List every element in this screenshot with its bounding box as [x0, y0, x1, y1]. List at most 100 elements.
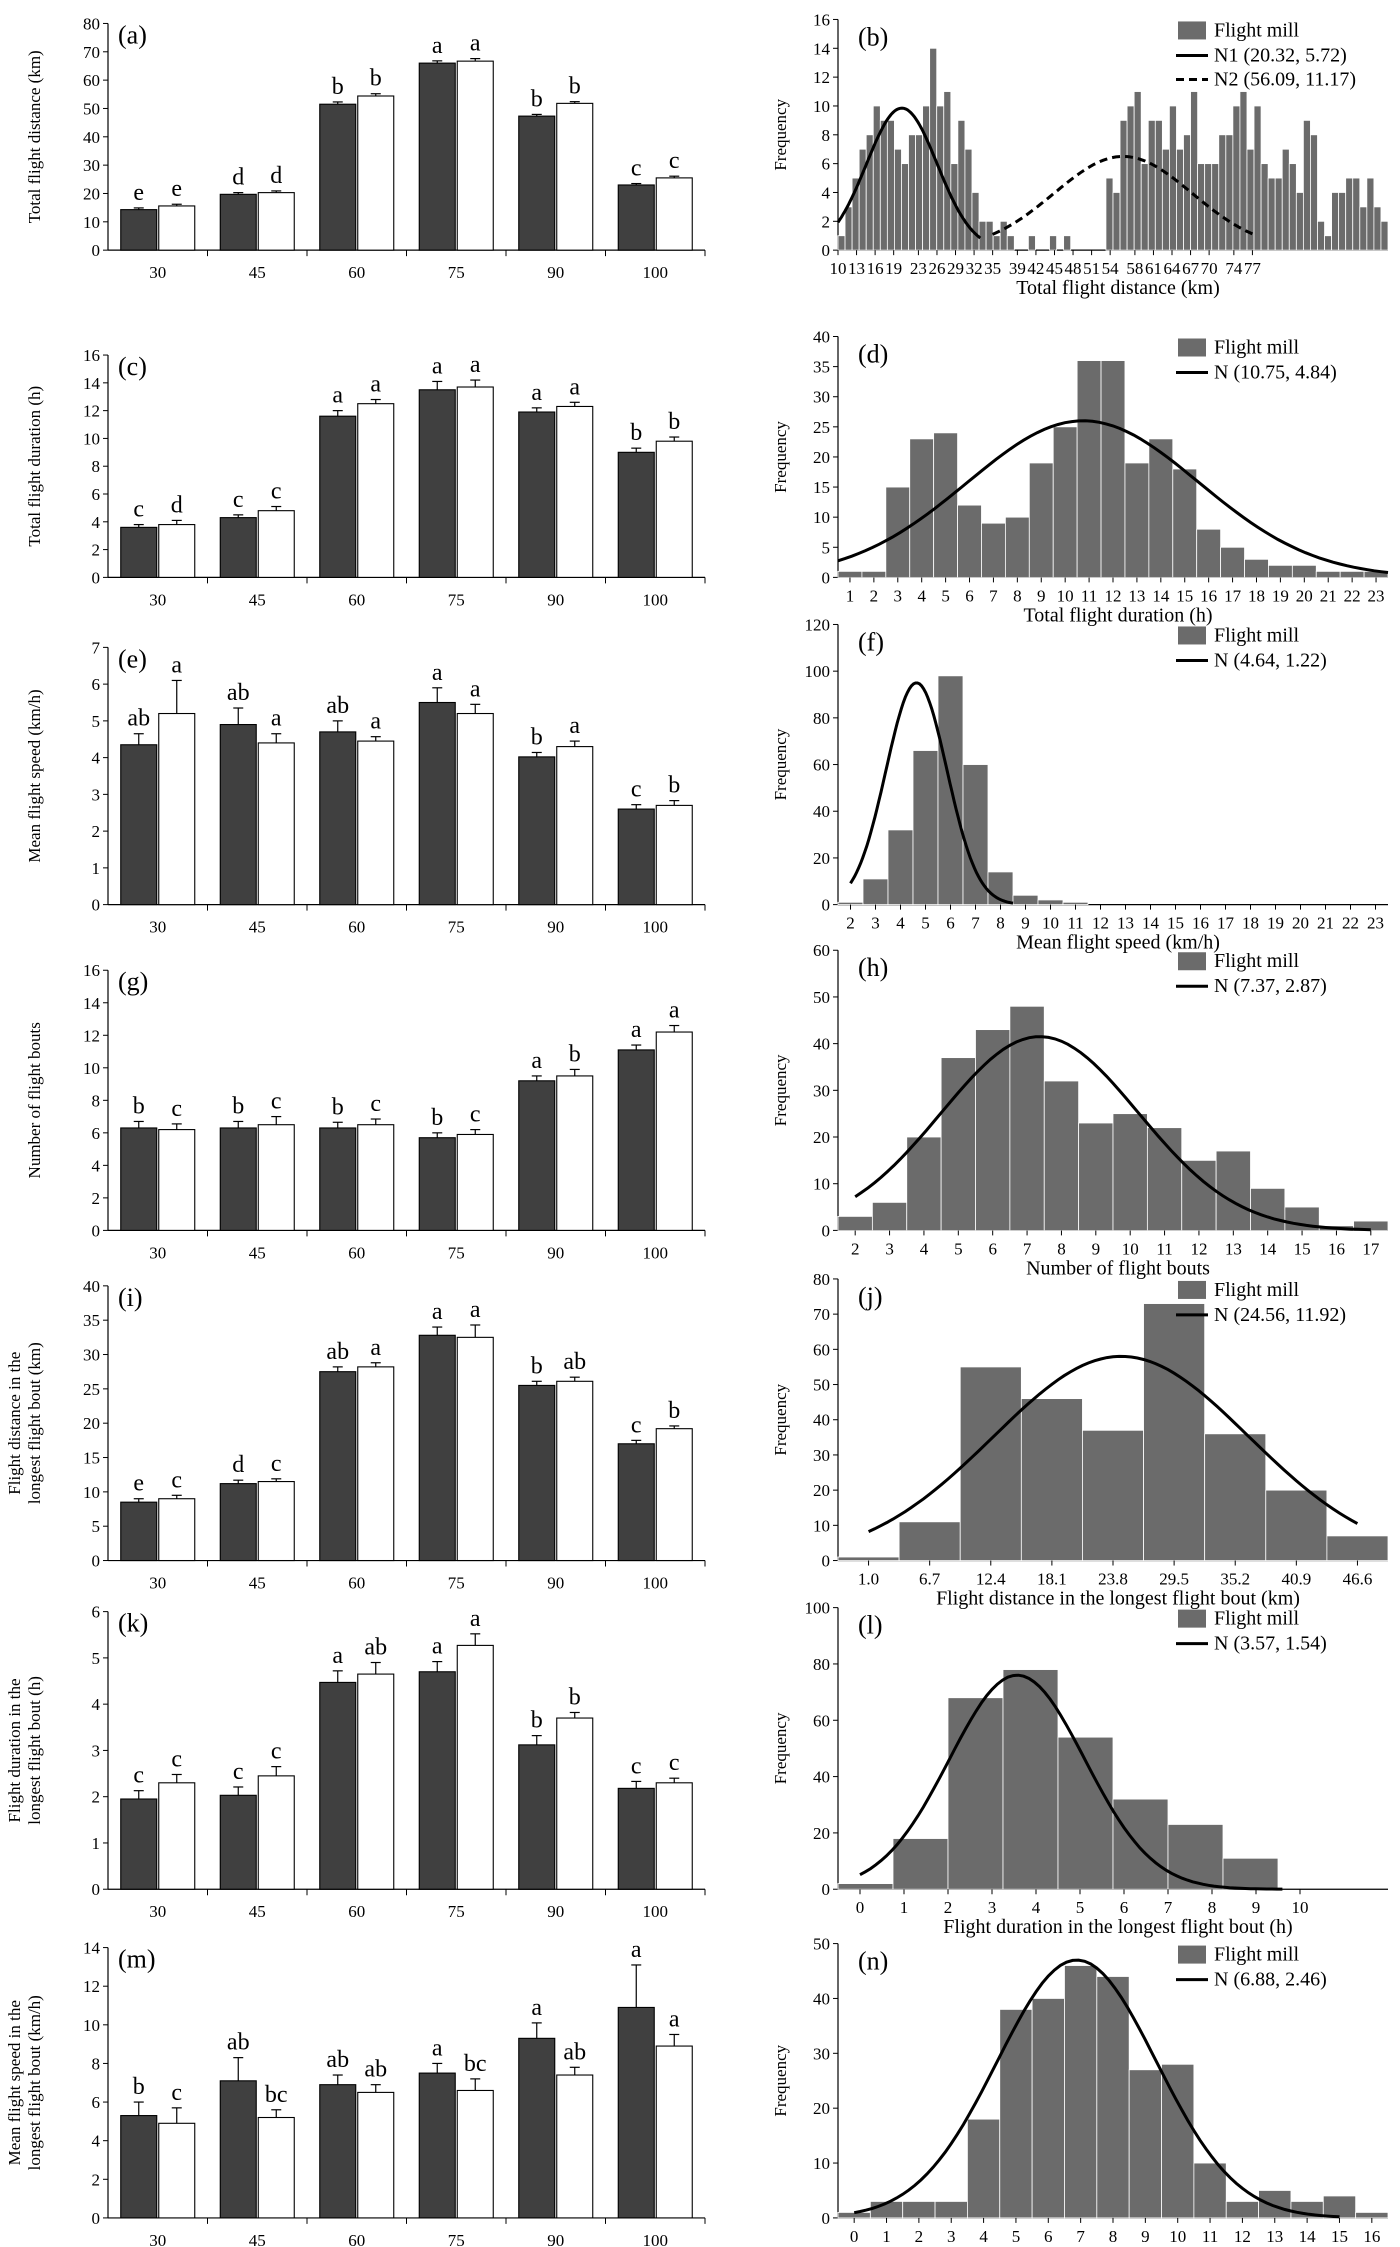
panel-b-y-tick-label: 16 [813, 10, 830, 29]
panel-d-hist-bar [1268, 564, 1293, 578]
panel-e-sig-letter: a [432, 660, 443, 686]
panel-m-bar [158, 2122, 196, 2219]
panel-n-legend-label: N (6.88, 2.46) [1214, 1969, 1327, 1991]
panel-c-bar [556, 405, 594, 578]
panel-e-y-tick-label: 3 [92, 785, 101, 804]
panel-b-hist-bar [1373, 206, 1382, 251]
panel-h-hist-bar [1078, 1122, 1114, 1231]
panel-a-bar [319, 103, 357, 251]
panel-l-hist-bar [1167, 1824, 1224, 1890]
panel-b-x-tick-label: 58 [1126, 259, 1143, 278]
panel-a-y-tick-label: 10 [83, 213, 100, 232]
panel-b-x-tick-label: 42 [1027, 259, 1044, 278]
panel-h-x-tick-label: 11 [1156, 1239, 1172, 1258]
panel-e-y-tick-label: 1 [92, 859, 101, 878]
panel-h-hist-bar [1146, 1127, 1183, 1231]
panel-e-x-tick-label: 30 [149, 918, 166, 937]
panel-e-label: (e) [118, 644, 147, 673]
panel-k-y-tick-label: 1 [92, 1834, 101, 1853]
panel-d-label: (d) [858, 340, 888, 369]
panel-c-bar [655, 440, 693, 578]
panel-a-bar [655, 177, 693, 251]
panel-i-bar [655, 1428, 693, 1562]
panel-e-y-tick-label: 4 [92, 749, 101, 768]
panel-g-sig-letter: a [531, 1048, 542, 1074]
panel-k-sig-letter: ab [364, 1635, 387, 1661]
panel-i-bar [556, 1380, 594, 1562]
panel-l-x-tick-label: 10 [1292, 1898, 1309, 1917]
panel-c-x-tick-label: 100 [643, 590, 669, 609]
panel-k-label: (k) [118, 1609, 148, 1638]
panel-m-y-tick-label: 10 [83, 2016, 100, 2035]
panel-n-legend-label: Flight mill [1214, 1944, 1299, 1966]
panel-h-hist-bar [906, 1136, 942, 1231]
panel-e-bar [120, 744, 158, 906]
panel-g-x-tick-label: 60 [348, 1243, 365, 1262]
panel-e-bar [257, 742, 295, 906]
panel-c-y-tick-label: 10 [83, 429, 100, 448]
panel-m-x-tick-label: 75 [448, 2231, 465, 2247]
panel-g-sig-letter: b [332, 1094, 344, 1120]
panel-n-legend-swatch [1178, 1945, 1206, 1964]
panel-a-bar [518, 115, 556, 251]
panel-n-x-tick-label: 7 [1076, 2227, 1085, 2246]
panel-l-y-tick-label: 20 [813, 1824, 830, 1843]
panel-b-hist-bar [1183, 134, 1191, 251]
panel-n-x-tick-label: 14 [1299, 2227, 1317, 2246]
panel-n-x-tick-label: 11 [1202, 2227, 1218, 2246]
panel-j-legend-swatch [1178, 1280, 1206, 1299]
panel-f-y-tick-label: 40 [813, 802, 830, 821]
panel-j-y-tick-label: 20 [813, 1481, 830, 1500]
panel-j: 0 10 20 30 40 50 60 70 80 1.0 6.7 12.4 18.1 23.8 29.5 3… [771, 1270, 1389, 1610]
panel-a-sig-letter: b [370, 66, 382, 92]
panel-g-bar [617, 1049, 655, 1231]
panel-a-sig-letter: a [470, 31, 481, 57]
panel-b-x-tick-label: 48 [1065, 259, 1082, 278]
panel-h-y-tick-label: 10 [813, 1175, 830, 1194]
panel-c-bar [518, 411, 556, 578]
panel-b-x-tick-label: 64 [1164, 259, 1182, 278]
panel-f-x-tick-label: 3 [871, 914, 880, 933]
panel-i-x-tick-label: 45 [249, 1574, 266, 1593]
panel-b-hist-bar [1281, 148, 1290, 251]
panel-d-hist-bar [957, 504, 982, 578]
panel-b-y-label: Frequency [771, 98, 790, 170]
panel-b-legend-label: N2 (56.09, 11.17) [1214, 68, 1356, 90]
panel-j-label: (j) [858, 1282, 883, 1311]
panel-h-hist-bar [1250, 1187, 1286, 1231]
panel-c-bar [456, 386, 494, 578]
panel-i-y-tick-label: 5 [92, 1517, 101, 1536]
panel-e-x-tick-label: 75 [448, 918, 465, 937]
panel-c-bar [257, 510, 295, 578]
panel-b-hist-bar [1274, 177, 1283, 251]
panel-f-hist-bar [1037, 899, 1064, 906]
panel-g-y-label: Number of flight bouts [25, 1022, 44, 1178]
panel-n-x-tick-label: 15 [1331, 2227, 1348, 2246]
panel-i-y-label-line: longest flight bout (km) [25, 1342, 44, 1504]
panel-b-hist-bar [894, 148, 902, 251]
panel-k-y-tick-label: 6 [92, 1603, 101, 1622]
panel-i-sig-letter: ab [326, 1339, 349, 1365]
panel-d-legend-swatch [1178, 338, 1206, 357]
panel-n-x-tick-label: 13 [1266, 2227, 1283, 2246]
panel-a-sig-letter: b [531, 86, 543, 112]
panel-m-sig-letter: bc [265, 2082, 288, 2108]
panel-b-hist-bar [1190, 91, 1199, 251]
panel-h-x-tick-label: 3 [885, 1239, 894, 1258]
panel-f-x-tick-label: 18 [1242, 914, 1259, 933]
panel-j-hist-bar [837, 1556, 900, 1561]
panel-b-x-tick-label: 45 [1046, 259, 1063, 278]
panel-c-y-tick-label: 0 [92, 568, 101, 587]
panel-b-hist-bar [1225, 134, 1234, 251]
panel-k-y-label-line: longest flight bout (h) [25, 1676, 44, 1825]
panel-e-bar [617, 808, 655, 906]
panel-i-sig-letter: c [171, 1467, 182, 1493]
panel-d-x-tick-label: 6 [965, 586, 974, 605]
panel-i-bar [418, 1334, 456, 1562]
panel-b-x-tick-label: 16 [867, 259, 884, 278]
panel-j-legend-label: N (24.56, 11.92) [1214, 1304, 1346, 1326]
panel-h-y-tick-label: 20 [813, 1128, 830, 1147]
panel-c-y-tick-label: 2 [92, 541, 101, 560]
